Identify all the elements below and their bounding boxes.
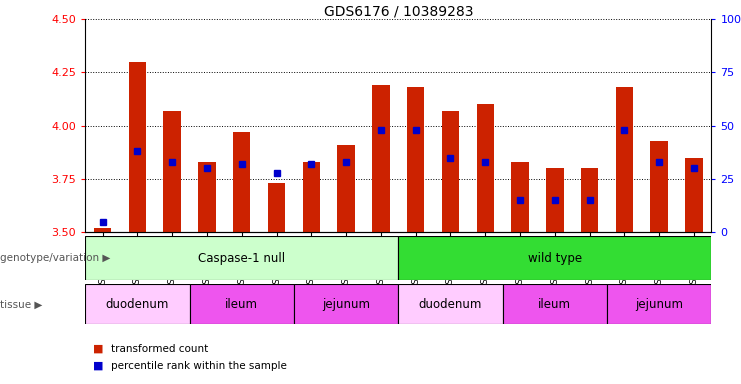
Bar bbox=[616, 88, 633, 232]
Bar bbox=[164, 111, 181, 232]
Bar bbox=[407, 88, 425, 232]
Bar bbox=[294, 284, 398, 324]
Bar bbox=[302, 162, 320, 232]
Bar bbox=[337, 145, 355, 232]
Bar bbox=[94, 228, 111, 232]
Bar bbox=[233, 132, 250, 232]
Bar bbox=[399, 284, 502, 324]
Bar bbox=[685, 158, 702, 232]
Text: ileum: ileum bbox=[538, 298, 571, 311]
Bar bbox=[372, 85, 390, 232]
Bar bbox=[581, 168, 598, 232]
Text: percentile rank within the sample: percentile rank within the sample bbox=[111, 361, 287, 371]
Text: jejunum: jejunum bbox=[635, 298, 683, 311]
Bar bbox=[607, 284, 711, 324]
Bar bbox=[268, 183, 285, 232]
Bar bbox=[85, 236, 399, 280]
Text: tissue ▶: tissue ▶ bbox=[0, 299, 42, 310]
Bar bbox=[476, 104, 494, 232]
Text: duodenum: duodenum bbox=[419, 298, 482, 311]
Bar bbox=[399, 236, 711, 280]
Bar bbox=[199, 162, 216, 232]
Title: GDS6176 / 10389283: GDS6176 / 10389283 bbox=[324, 4, 473, 18]
Bar bbox=[85, 284, 190, 324]
Text: transformed count: transformed count bbox=[111, 344, 208, 354]
Text: ■: ■ bbox=[93, 344, 103, 354]
Bar bbox=[651, 141, 668, 232]
Text: duodenum: duodenum bbox=[106, 298, 169, 311]
Text: ileum: ileum bbox=[225, 298, 259, 311]
Text: jejunum: jejunum bbox=[322, 298, 370, 311]
Bar bbox=[190, 284, 294, 324]
Text: genotype/variation ▶: genotype/variation ▶ bbox=[0, 253, 110, 263]
Text: ■: ■ bbox=[93, 361, 103, 371]
Text: wild type: wild type bbox=[528, 252, 582, 265]
Text: Caspase-1 null: Caspase-1 null bbox=[198, 252, 285, 265]
Bar bbox=[546, 168, 563, 232]
Bar bbox=[442, 111, 459, 232]
Bar bbox=[129, 62, 146, 232]
Bar bbox=[502, 284, 607, 324]
Bar bbox=[511, 162, 529, 232]
